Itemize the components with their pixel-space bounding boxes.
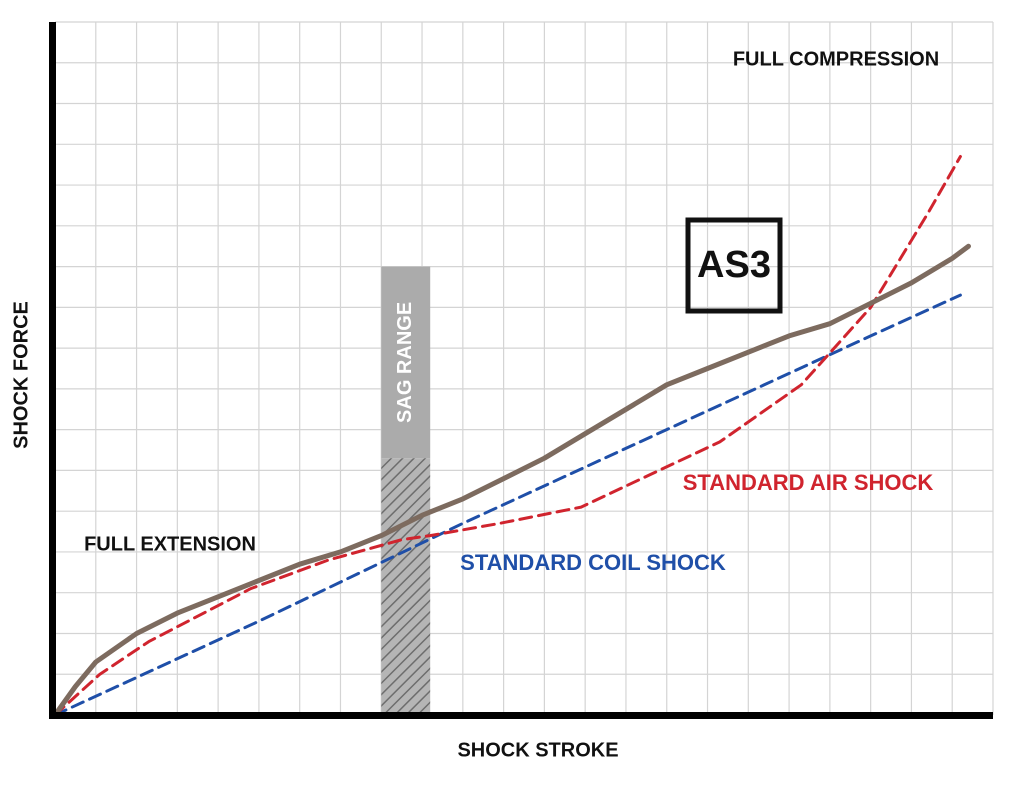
x-axis-label: SHOCK STROKE bbox=[457, 739, 618, 761]
y-axis-label: SHOCK FORCE bbox=[10, 301, 32, 449]
annotation: FULL EXTENSION bbox=[84, 533, 256, 555]
grid bbox=[55, 21, 994, 715]
sag-hatch bbox=[381, 458, 431, 715]
series-line bbox=[53, 293, 962, 717]
chart-title: AS3 bbox=[697, 244, 771, 286]
series-line bbox=[52, 243, 971, 718]
y-axis bbox=[49, 22, 56, 719]
x-axis bbox=[49, 712, 993, 719]
series-label: STANDARD AIR SHOCK bbox=[683, 470, 934, 495]
annotation: FULL COMPRESSION bbox=[733, 48, 939, 70]
sag-range: SAG RANGE bbox=[381, 266, 431, 715]
lines bbox=[52, 155, 971, 718]
sag-label: SAG RANGE bbox=[394, 302, 416, 423]
series-label: STANDARD COIL SHOCK bbox=[460, 550, 726, 575]
series-line bbox=[53, 155, 962, 717]
title-box bbox=[685, 217, 783, 314]
sag-band bbox=[381, 266, 431, 459]
